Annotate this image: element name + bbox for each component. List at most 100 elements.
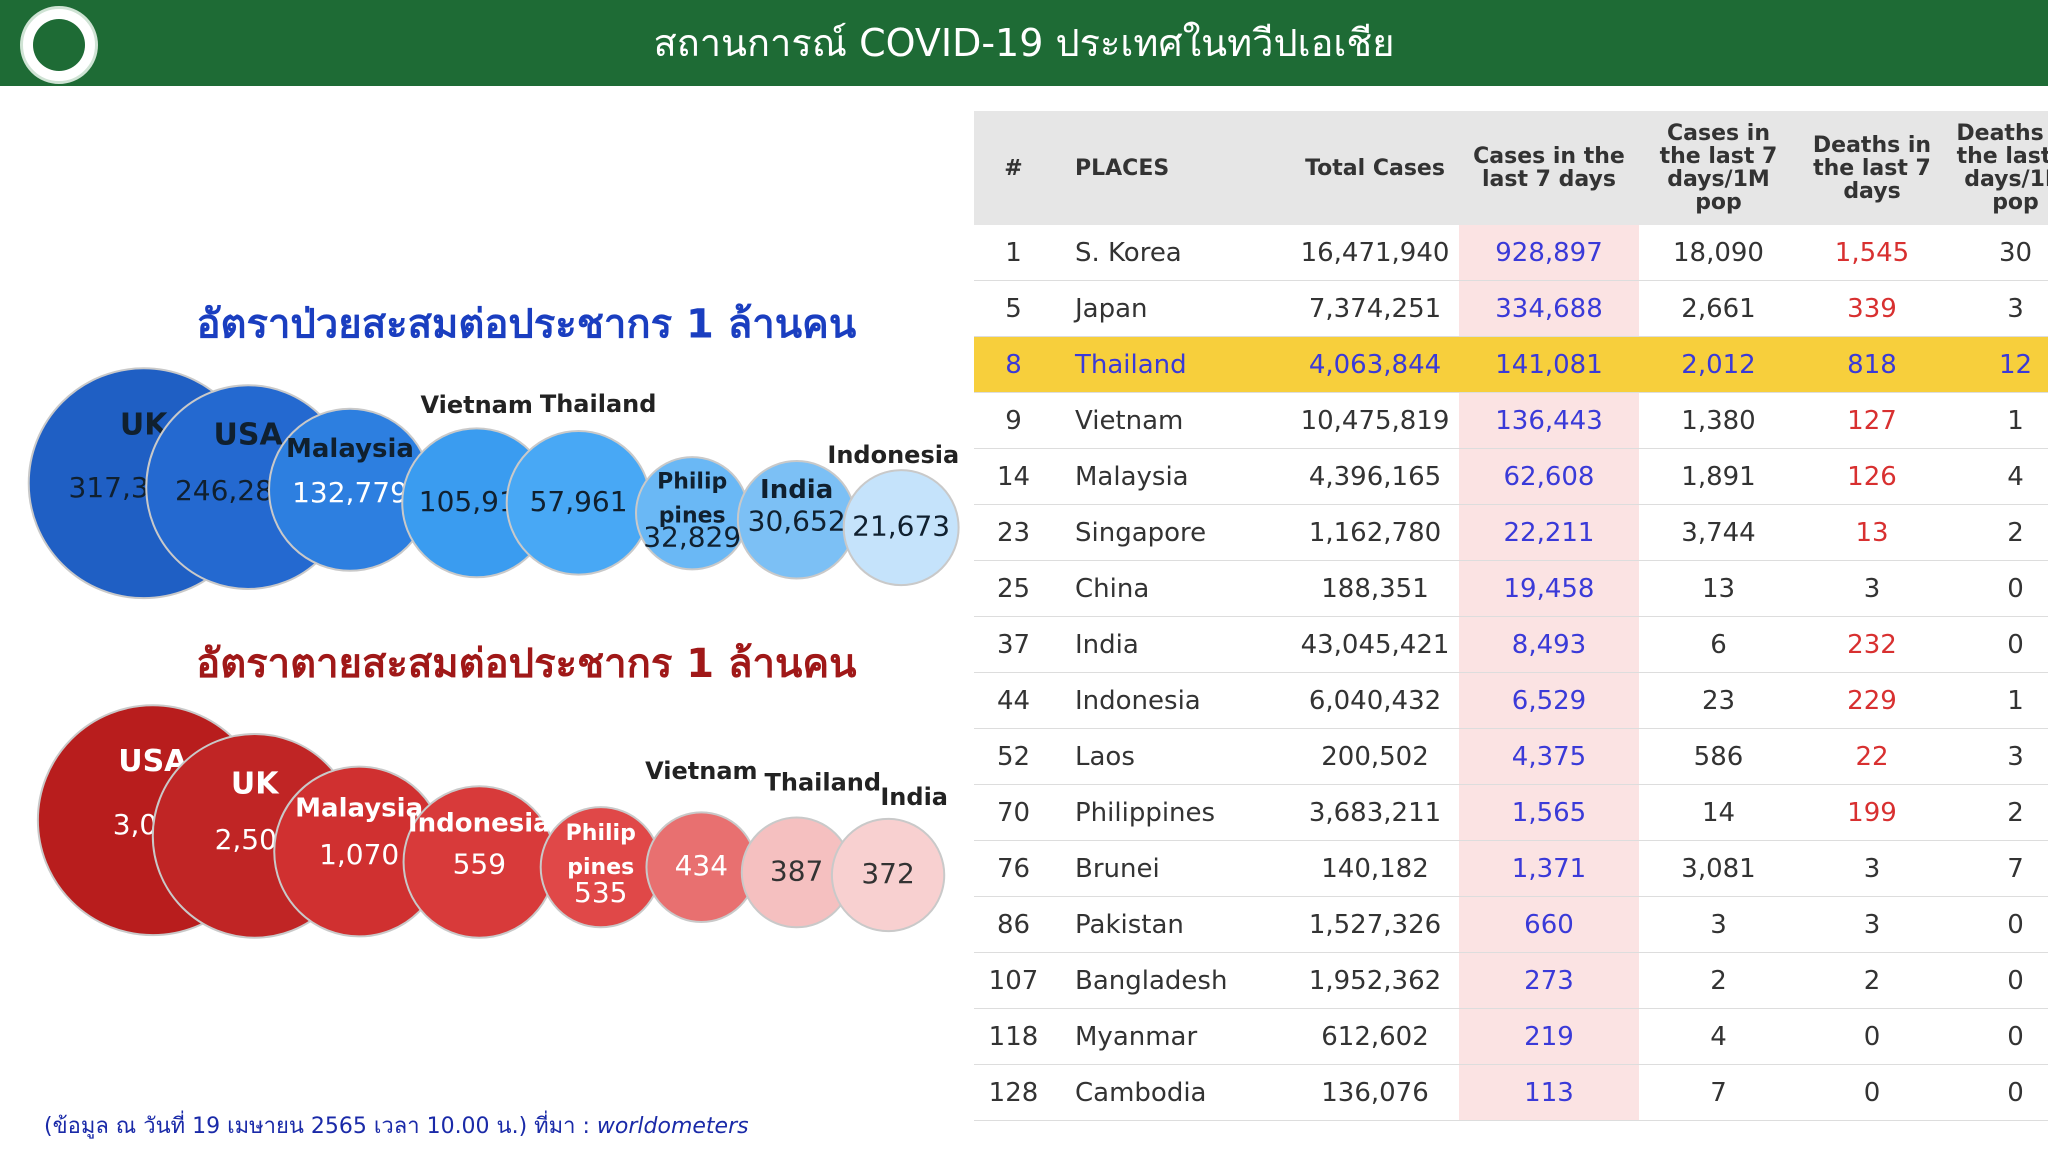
bubble-label: UK — [231, 766, 280, 801]
cell: 16,471,940 — [1291, 225, 1459, 281]
row: 118 Myanmar 612,602 219 4 0 0 — [974, 1008, 2048, 1065]
cell: 339 — [1798, 280, 1946, 337]
cell: 3 — [1798, 560, 1946, 617]
cell: S. Korea — [1053, 225, 1291, 281]
bubble-label: Thailand — [764, 769, 881, 797]
cell: 200,502 — [1291, 728, 1459, 785]
cell: Bangladesh — [1053, 952, 1291, 1009]
cell: 1,891 — [1639, 448, 1798, 505]
cell: 12 — [1946, 336, 2048, 393]
row: 1 S. Korea 16,471,940 928,897 18,090 1,545 30 — [974, 225, 2048, 281]
cell: 1 — [1946, 672, 2048, 729]
row: 37 India 43,045,421 8,493 6 232 0 — [974, 616, 2048, 673]
bubble-value: 57,961 — [530, 485, 628, 518]
cell: 22 — [1798, 728, 1946, 785]
cell: 8 — [974, 336, 1053, 393]
row: 44 Indonesia 6,040,432 6,529 23 229 1 — [974, 672, 2048, 729]
cell: 4 — [1946, 448, 2048, 505]
cell: 586 — [1639, 728, 1798, 785]
bubble-label: USA — [214, 418, 284, 453]
cell: 660 — [1459, 896, 1639, 953]
cell: 1,527,326 — [1291, 896, 1459, 953]
note: (ข้อมูล ณ วันที่ 19 เมษายน 2565 เวลา 10.… — [44, 1114, 597, 1139]
bubble — [842, 469, 960, 587]
cell: Japan — [1053, 280, 1291, 337]
cell: 136,443 — [1459, 392, 1639, 449]
column-header: PLACES — [1053, 111, 1291, 225]
cell: 13 — [1639, 560, 1798, 617]
cell: 2 — [1946, 504, 2048, 561]
cell: 0 — [1946, 1008, 2048, 1065]
cell: 141,081 — [1459, 336, 1639, 393]
cell: 0 — [1798, 1064, 1946, 1121]
bubble-label: Indonesia — [827, 441, 959, 469]
cell: 1,952,362 — [1291, 952, 1459, 1009]
cell: 6 — [1639, 616, 1798, 673]
column-header: Cases in the last 7 days — [1459, 111, 1639, 225]
cell: 127 — [1798, 392, 1946, 449]
cell: 52 — [974, 728, 1053, 785]
cell: 3,081 — [1639, 840, 1798, 897]
row: 128 Cambodia 136,076 113 7 0 0 — [974, 1064, 2048, 1121]
bubble-value: 387 — [770, 854, 823, 887]
cell: 1,545 — [1798, 225, 1946, 281]
cell: 334,688 — [1459, 280, 1639, 337]
cell: 23 — [974, 504, 1053, 561]
cell: 70 — [974, 784, 1053, 841]
cell: 25 — [974, 560, 1053, 617]
cell: 18,090 — [1639, 225, 1798, 281]
row: 107 Bangladesh 1,952,362 273 2 2 0 — [974, 952, 2048, 1009]
column-header: Deaths in the last 7 days — [1798, 111, 1946, 225]
cell: Pakistan — [1053, 896, 1291, 953]
row: 14 Malaysia 4,396,165 62,608 1,891 126 4 — [974, 448, 2048, 505]
cell: 4,063,844 — [1291, 336, 1459, 393]
cell: Vietnam — [1053, 392, 1291, 449]
cell: 0 — [1946, 1064, 2048, 1121]
cell: 128 — [974, 1064, 1053, 1121]
bubble-label: India — [760, 475, 833, 505]
bubble-label: Malaysia — [295, 794, 423, 824]
column-header: # — [974, 111, 1053, 225]
bubble-value: 434 — [675, 849, 728, 882]
cell: Malaysia — [1053, 448, 1291, 505]
cell: 0 — [1946, 896, 2048, 953]
cell: 1 — [974, 225, 1053, 281]
cell: 0 — [1946, 616, 2048, 673]
header: สถานการณ์ COVID-19 ประเทศในทวีปเอเชีย — [0, 0, 2048, 86]
bubble-label: India — [880, 783, 948, 811]
bubble-label: Indonesia — [408, 809, 551, 839]
footer: (ข้อมูล ณ วันที่ 19 เมษายน 2565 เวลา 10.… — [44, 1108, 749, 1143]
cell: 188,351 — [1291, 560, 1459, 617]
cell: 107 — [974, 952, 1053, 1009]
cell: 612,602 — [1291, 1008, 1459, 1065]
cell: 7,374,251 — [1291, 280, 1459, 337]
cell: 7 — [1639, 1064, 1798, 1121]
bubble-label: Vietnam — [420, 391, 532, 419]
cell: 6,040,432 — [1291, 672, 1459, 729]
row: 70 Philippines 3,683,211 1,565 14 199 2 — [974, 784, 2048, 841]
column-header: Cases in the last 7 days/1M pop — [1639, 111, 1798, 225]
row: 52 Laos 200,502 4,375 586 22 3 — [974, 728, 2048, 785]
title: สถานการณ์ COVID-19 ประเทศในทวีปเอเชีย — [653, 21, 1395, 65]
cell: 0 — [1946, 560, 2048, 617]
cell: 140,182 — [1291, 840, 1459, 897]
cell: 136,076 — [1291, 1064, 1459, 1121]
bubble-label: Philip — [566, 821, 636, 846]
cell: 232 — [1798, 616, 1946, 673]
bubble-label: Philip — [657, 469, 727, 494]
cell: 3 — [1946, 280, 2048, 337]
cell: 37 — [974, 616, 1053, 673]
logo-inner — [33, 19, 85, 71]
row: 8 Thailand 4,063,844 141,081 2,012 818 12 — [974, 336, 2048, 393]
bubble-label: Vietnam — [645, 757, 757, 785]
cell: 1,565 — [1459, 784, 1639, 841]
cell: 4,375 — [1459, 728, 1639, 785]
section-title: อัตราตายสะสมต่อประชากร 1 ล้านคน — [196, 641, 856, 687]
bubble-label: pines — [567, 855, 634, 880]
cell: 2,661 — [1639, 280, 1798, 337]
row: 9 Vietnam 10,475,819 136,443 1,380 127 1 — [974, 392, 2048, 449]
column-header: Deaths in the last 7 days/1M pop — [1946, 111, 2048, 225]
bubble-label: Malaysia — [286, 434, 414, 464]
cell: 62,608 — [1459, 448, 1639, 505]
